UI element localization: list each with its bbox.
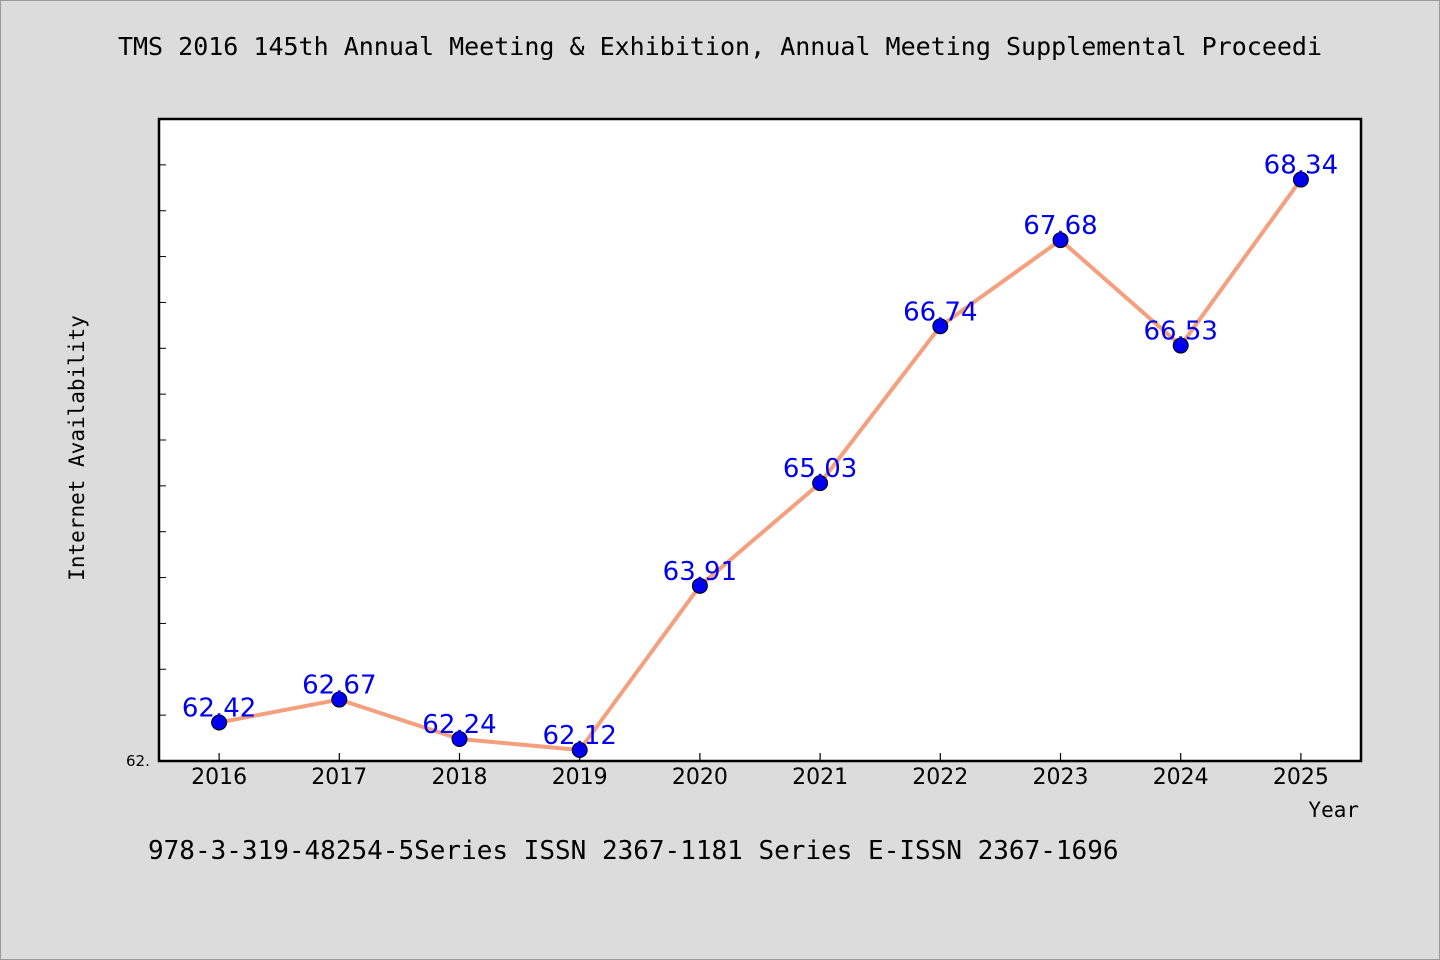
x-tick-label: 2020	[672, 765, 728, 790]
x-axis-ticks: 2016 2017 2018 2019 2020 2021 2022 2023 2024 2025	[191, 753, 1329, 790]
chart-footer: 978-3-319-48254-5Series ISSN 2367-1181 S…	[148, 836, 1119, 866]
chart-title: TMS 2016 145th Annual Meeting & Exhibiti…	[117, 32, 1323, 61]
data-point	[571, 741, 588, 758]
data-point	[932, 318, 949, 335]
data-point	[812, 475, 829, 492]
data-point	[211, 714, 228, 731]
data-label: 62.12	[542, 721, 616, 751]
x-axis-label: Year	[1308, 798, 1359, 822]
x-tick-label: 2025	[1273, 765, 1329, 790]
x-tick-label: 2024	[1153, 765, 1209, 790]
data-label: 66.74	[903, 297, 977, 327]
x-tick-label: 2022	[912, 765, 968, 790]
data-point	[451, 730, 468, 747]
data-label: 68.34	[1264, 151, 1338, 181]
data-label: 62.67	[302, 671, 376, 701]
x-tick-label: 2017	[311, 765, 367, 790]
plot-area	[157, 117, 1363, 763]
data-point	[691, 577, 708, 594]
data-label: 67.68	[1023, 211, 1097, 241]
data-label: 63.91	[663, 557, 737, 587]
data-label: 62.42	[182, 693, 256, 723]
marker-group	[211, 171, 1309, 758]
data-label: 62.24	[422, 710, 496, 740]
data-label: 66.53	[1143, 317, 1217, 347]
x-tick-label: 2023	[1033, 765, 1089, 790]
series-line	[217, 177, 1303, 752]
y-axis-ticks	[159, 118, 166, 762]
data-label-group: 62.42 62.67 62.24 62.12 63.91 65.03 66.74 67.68…	[182, 151, 1338, 751]
series-line-group	[217, 177, 1303, 752]
y-tick-label: 62.	[126, 752, 150, 770]
x-tick-label: 2016	[191, 765, 247, 790]
data-point	[1172, 337, 1189, 354]
data-point	[1292, 171, 1309, 188]
x-tick-label: 2019	[552, 765, 608, 790]
data-point	[1052, 232, 1069, 249]
x-tick-label: 2021	[792, 765, 848, 790]
data-label: 65.03	[783, 454, 857, 484]
data-point	[331, 691, 348, 708]
y-axis-label: Internet Availability	[65, 315, 89, 581]
x-tick-label: 2018	[432, 765, 488, 790]
